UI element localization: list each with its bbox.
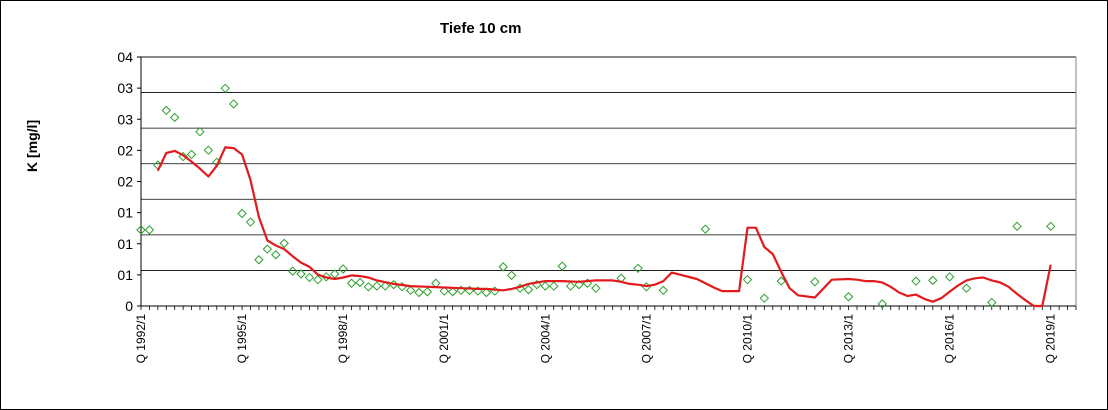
- data-point-marker: [220, 83, 230, 94]
- data-point-marker: [195, 126, 205, 137]
- data-point-marker: [178, 151, 188, 162]
- data-point-marker: [186, 149, 197, 160]
- data-point-marker: [439, 286, 449, 296]
- data-point-marker: [144, 225, 155, 235]
- data-point-marker: [810, 277, 820, 287]
- data-point-marker: [506, 270, 517, 281]
- data-point-marker: [136, 225, 146, 235]
- data-point-marker: [549, 281, 559, 291]
- data-point-marker: [254, 255, 264, 265]
- y-tick-label: 03: [117, 111, 133, 127]
- y-tick-label: 01: [117, 236, 133, 252]
- y-tick-label: 01: [117, 205, 133, 221]
- x-tick-label: Q 1995/1: [235, 314, 249, 364]
- x-tick-label: Q 2010/1: [740, 314, 754, 364]
- data-point-marker: [658, 285, 668, 296]
- data-point-marker: [304, 272, 315, 283]
- series-line: [156, 146, 1052, 308]
- data-point-marker: [574, 279, 584, 290]
- data-point-marker: [422, 287, 433, 297]
- data-point-marker: [877, 299, 887, 309]
- data-point-marker: [481, 287, 492, 298]
- data-point-marker: [414, 287, 424, 298]
- x-tick-label: Q 2019/1: [1044, 314, 1058, 364]
- data-point-marker: [296, 269, 306, 279]
- data-point-marker: [565, 281, 576, 291]
- data-point-marker: [928, 275, 938, 286]
- data-point-marker: [1012, 221, 1022, 232]
- x-tick-label: Q 2001/1: [437, 314, 451, 364]
- x-tick-label: Q 2016/1: [943, 314, 957, 364]
- data-point-marker: [987, 297, 997, 308]
- y-tick-label: 02: [117, 174, 133, 190]
- data-point-marker: [237, 208, 247, 219]
- data-point-marker: [961, 283, 972, 293]
- data-point-marker: [313, 274, 323, 285]
- data-point-marker: [262, 244, 273, 254]
- data-point-marker: [490, 286, 500, 296]
- data-point-marker: [203, 145, 214, 155]
- data-point-marker: [540, 281, 551, 291]
- y-tick-label: 0: [125, 298, 133, 314]
- data-point-marker: [228, 99, 239, 109]
- data-point-marker: [271, 250, 281, 260]
- data-point-marker: [523, 284, 534, 295]
- data-point-marker: [1046, 221, 1056, 232]
- data-point-marker: [245, 217, 256, 227]
- data-point-marker: [330, 269, 340, 279]
- data-point-marker: [405, 285, 416, 296]
- data-point-marker: [372, 281, 382, 291]
- y-tick-label: 02: [117, 142, 133, 158]
- data-point-marker: [776, 276, 786, 286]
- data-point-marker: [363, 282, 374, 292]
- data-point-marker: [338, 264, 348, 274]
- x-tick-label: Q 1992/1: [134, 314, 148, 364]
- data-point-marker: [279, 238, 289, 249]
- data-point-marker: [557, 261, 567, 271]
- data-point-marker: [355, 277, 365, 288]
- x-tick-label: Q 2013/1: [842, 314, 856, 364]
- chart-title: Tiefe 10 cm: [440, 20, 522, 37]
- y-tick-label: 03: [117, 80, 133, 96]
- data-point-marker: [911, 276, 921, 286]
- data-point-marker: [287, 266, 298, 276]
- data-point-marker: [169, 112, 180, 123]
- data-point-marker: [161, 105, 171, 116]
- data-point-marker: [633, 263, 643, 274]
- x-tick-label: Q 2007/1: [639, 314, 653, 364]
- data-point-marker: [759, 293, 770, 303]
- data-point-marker: [742, 274, 753, 285]
- data-point-marker: [843, 292, 854, 302]
- data-point-marker: [498, 262, 508, 272]
- data-point-marker: [346, 278, 357, 288]
- data-point-marker: [700, 224, 711, 234]
- x-tick-label: Q 1998/1: [336, 314, 350, 364]
- y-tick-label: 04: [117, 49, 133, 65]
- data-point-marker: [944, 272, 955, 282]
- data-point-marker: [380, 281, 390, 291]
- y-tick-label: 01: [117, 267, 133, 283]
- x-tick-label: Q 2004/1: [538, 314, 552, 364]
- data-point-marker: [591, 283, 601, 293]
- data-point-marker: [447, 287, 458, 297]
